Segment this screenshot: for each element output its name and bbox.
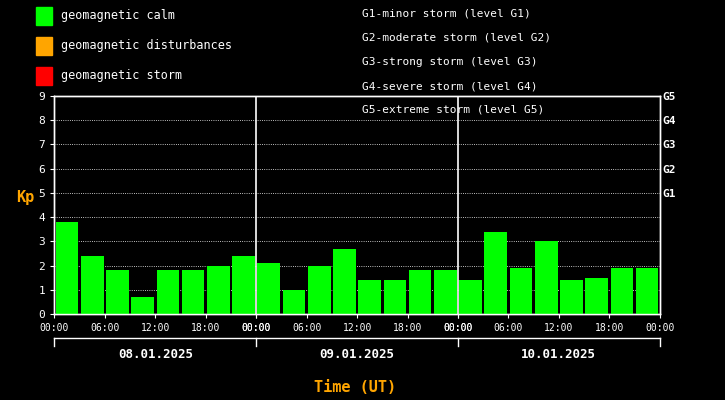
Text: 09.01.2025: 09.01.2025 xyxy=(320,348,394,360)
Bar xyxy=(56,222,78,314)
Bar xyxy=(358,280,381,314)
Text: G2-moderate storm (level G2): G2-moderate storm (level G2) xyxy=(362,33,552,43)
Text: geomagnetic disturbances: geomagnetic disturbances xyxy=(61,40,232,52)
Text: geomagnetic calm: geomagnetic calm xyxy=(61,10,175,22)
Bar xyxy=(560,280,583,314)
Text: G5-extreme storm (level G5): G5-extreme storm (level G5) xyxy=(362,105,544,115)
Bar xyxy=(434,270,457,314)
Bar xyxy=(257,263,280,314)
Text: 08.01.2025: 08.01.2025 xyxy=(117,348,193,360)
Bar xyxy=(333,248,356,314)
Bar xyxy=(81,256,104,314)
Bar xyxy=(182,270,204,314)
Text: G4-severe storm (level G4): G4-severe storm (level G4) xyxy=(362,81,538,91)
Bar xyxy=(409,270,431,314)
Bar xyxy=(283,290,305,314)
Bar xyxy=(535,241,558,314)
Bar xyxy=(510,268,532,314)
Bar xyxy=(207,266,230,314)
Bar xyxy=(610,268,633,314)
Bar xyxy=(106,270,129,314)
Bar xyxy=(131,297,154,314)
Bar xyxy=(232,256,255,314)
Bar xyxy=(157,270,179,314)
Text: G1-minor storm (level G1): G1-minor storm (level G1) xyxy=(362,9,531,19)
Bar xyxy=(484,232,507,314)
Text: Time (UT): Time (UT) xyxy=(314,380,397,396)
Bar xyxy=(636,268,658,314)
Bar xyxy=(308,266,331,314)
Text: G3-strong storm (level G3): G3-strong storm (level G3) xyxy=(362,57,538,67)
Bar xyxy=(459,280,482,314)
Text: 10.01.2025: 10.01.2025 xyxy=(521,348,597,360)
Bar xyxy=(384,280,406,314)
Bar xyxy=(585,278,608,314)
Y-axis label: Kp: Kp xyxy=(16,190,35,205)
Text: geomagnetic storm: geomagnetic storm xyxy=(61,70,182,82)
